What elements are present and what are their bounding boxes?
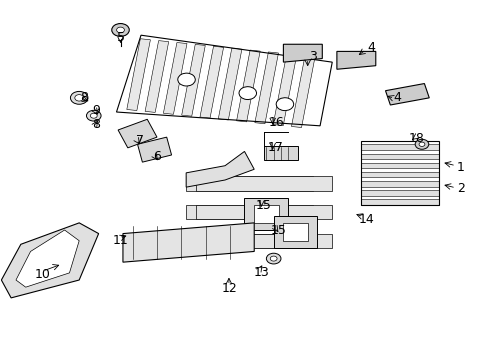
Bar [145,41,168,112]
Text: 7: 7 [136,134,143,147]
Text: 5: 5 [116,31,124,44]
Text: 3: 3 [308,50,316,63]
Bar [200,46,223,118]
Bar [236,50,260,122]
Polygon shape [186,152,254,187]
Bar [283,223,307,241]
Text: 2: 2 [456,183,464,195]
Polygon shape [118,119,157,148]
Polygon shape [137,137,171,162]
Circle shape [75,95,83,101]
Circle shape [270,256,277,261]
Circle shape [86,111,101,121]
Text: 18: 18 [408,132,424,145]
Circle shape [414,139,428,149]
Circle shape [276,98,293,111]
Text: 11: 11 [112,234,128,247]
Text: 13: 13 [253,266,269,279]
Bar [196,176,331,191]
Text: 8: 8 [92,118,100,131]
Text: 4: 4 [393,91,401,104]
Circle shape [112,23,129,36]
Polygon shape [16,230,79,287]
Bar [244,198,287,230]
Circle shape [70,91,88,104]
Bar [361,181,438,186]
Bar [186,205,312,219]
Bar [291,56,314,127]
Polygon shape [1,223,99,298]
Bar [361,163,438,168]
Bar [254,205,278,223]
Bar [196,205,331,219]
Text: 6: 6 [153,150,161,163]
Text: 8: 8 [80,91,88,104]
Text: 17: 17 [267,141,284,154]
Text: 9: 9 [92,104,100,117]
Polygon shape [122,223,254,262]
Text: 16: 16 [268,116,284,129]
Text: 10: 10 [35,268,51,281]
Circle shape [418,142,424,147]
Circle shape [266,253,281,264]
Bar [182,44,205,116]
Bar [361,172,438,177]
Bar [361,190,438,196]
Polygon shape [283,44,322,62]
Bar [361,141,438,205]
Circle shape [178,73,195,86]
Bar [361,154,438,159]
Bar [273,216,317,248]
Text: 15: 15 [270,224,286,237]
Text: 14: 14 [357,213,373,226]
Circle shape [239,87,256,100]
Bar [126,39,150,111]
Bar [361,199,438,205]
Polygon shape [385,84,428,105]
Bar [361,144,438,150]
Polygon shape [336,51,375,69]
Text: 1: 1 [456,161,464,174]
Bar [163,42,186,114]
Bar [186,176,312,191]
Bar [264,146,297,160]
Bar [218,48,242,120]
Text: 15: 15 [256,198,271,212]
Circle shape [116,27,124,33]
Circle shape [90,113,97,118]
Text: 4: 4 [366,41,374,54]
Bar [186,234,312,248]
Bar [273,54,296,126]
Text: 12: 12 [222,283,237,296]
Bar [196,234,331,248]
Bar [254,52,278,124]
